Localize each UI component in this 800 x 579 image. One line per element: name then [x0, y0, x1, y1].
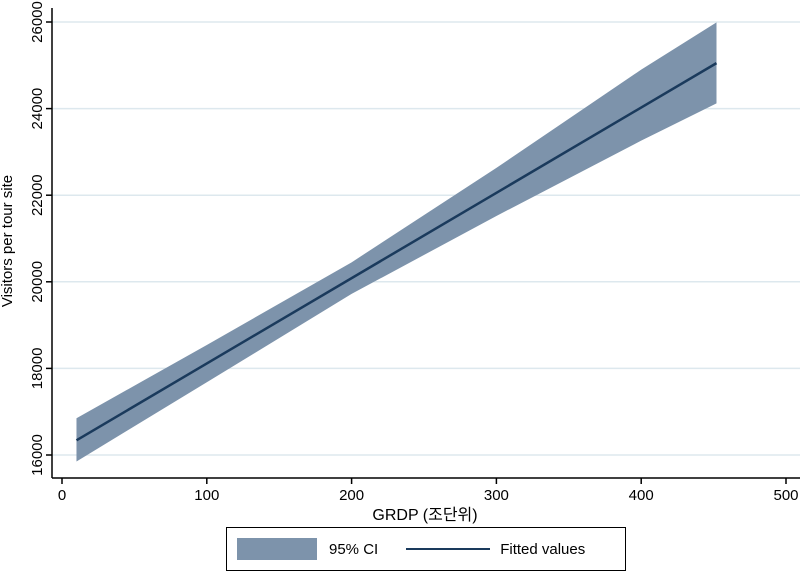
legend-item-ci: 95% CI [227, 538, 378, 560]
legend: 95% CI Fitted values [226, 527, 626, 571]
y-tick-label-20000: 20000 [29, 261, 46, 303]
fitted-line-layer [75, 62, 718, 442]
x-tick-label-300: 300 [484, 487, 509, 504]
y-tick-label-16000: 16000 [29, 434, 46, 476]
y-tick-label-24000: 24000 [29, 88, 46, 130]
legend-swatch-fitted [406, 548, 491, 550]
ci-band [76, 22, 717, 462]
y-tick-label-18000: 18000 [29, 348, 46, 390]
y-axis-title: Visitors per tour site [0, 175, 16, 307]
x-tick-label-0: 0 [58, 487, 66, 504]
fitted-line [75, 62, 718, 442]
axes: 0 100 200 300 400 500 16000 18000 20000 22000 2400… [29, 1, 800, 504]
legend-item-fitted: Fitted values [378, 541, 585, 558]
x-tick-label-200: 200 [339, 487, 364, 504]
x-tick-label-400: 400 [629, 487, 654, 504]
ci-band-layer [76, 22, 717, 462]
y-tick-label-26000: 26000 [29, 1, 46, 43]
x-axis-title: GRDP (조단위) [372, 506, 477, 524]
y-tick-label-22000: 22000 [29, 174, 46, 216]
x-tick-label-100: 100 [194, 487, 219, 504]
legend-label-fitted: Fitted values [500, 540, 586, 558]
legend-label-ci: 95% CI [329, 540, 379, 558]
legend-swatch-ci [237, 538, 317, 560]
x-tick-label-500: 500 [773, 487, 798, 504]
